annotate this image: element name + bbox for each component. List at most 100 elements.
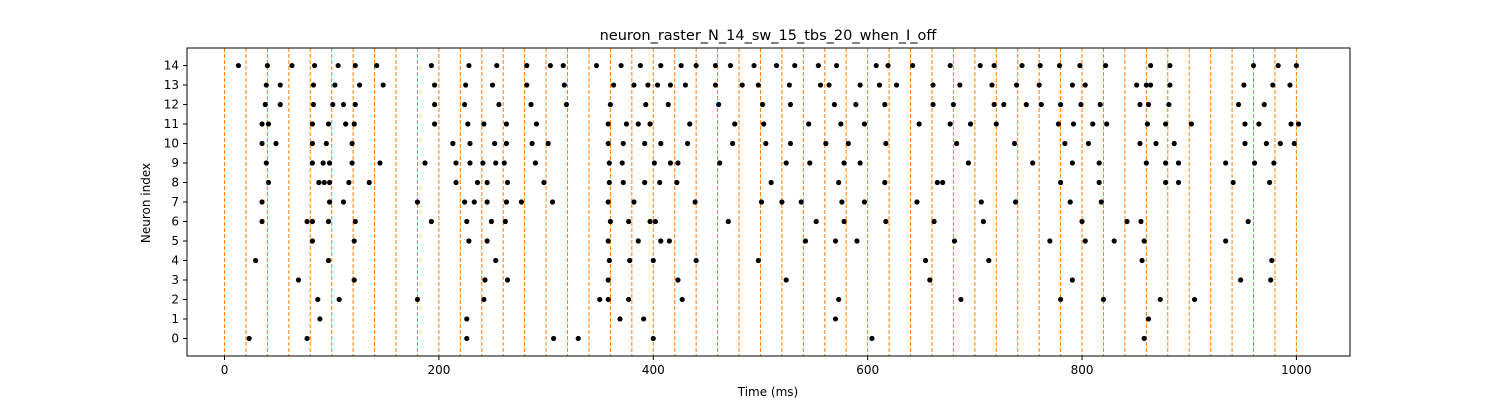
spike-point: [1242, 140, 1248, 147]
spike-point: [1291, 140, 1297, 147]
spike-point: [619, 160, 625, 166]
spike-point: [1175, 160, 1182, 166]
spike-point: [832, 238, 839, 244]
spike-point: [763, 140, 769, 147]
spike-point: [463, 82, 469, 88]
spike-point: [787, 140, 794, 147]
spike-point: [277, 82, 283, 88]
spike-point: [993, 121, 999, 127]
spike-point: [658, 62, 664, 69]
spike-point: [1245, 218, 1251, 225]
spike-point: [1057, 179, 1064, 186]
spike-point: [652, 218, 659, 225]
spike-point: [1242, 121, 1248, 127]
spike-point: [464, 218, 470, 225]
spike-point: [464, 335, 470, 342]
spike-point: [414, 296, 421, 303]
spike-point: [1275, 62, 1281, 69]
spike-point: [693, 62, 699, 69]
spike-point: [692, 199, 698, 205]
spike-point: [910, 62, 916, 69]
spike-point: [607, 218, 613, 225]
spike-point: [1098, 199, 1104, 205]
spike-point: [779, 199, 785, 205]
spike-point: [605, 140, 611, 147]
spike-point: [366, 179, 372, 186]
spike-point: [667, 160, 674, 166]
spike-point: [529, 140, 535, 147]
spike-point: [773, 62, 780, 69]
spike-point: [965, 160, 972, 166]
spike-point: [951, 238, 958, 244]
spike-point: [1096, 179, 1102, 186]
spike-point: [760, 101, 766, 108]
spike-point: [541, 179, 547, 186]
spike-point: [466, 238, 472, 244]
spike-point: [893, 82, 900, 88]
spike-point: [717, 160, 723, 166]
spike-point: [954, 140, 960, 147]
spike-point: [977, 62, 983, 69]
spike-point: [914, 199, 920, 205]
spike-point: [635, 238, 641, 244]
spike-point: [325, 218, 332, 225]
spike-point: [1171, 140, 1177, 147]
x-tick-label: 400: [642, 363, 665, 377]
spike-point: [831, 101, 838, 108]
spike-point: [480, 160, 486, 166]
y-tick-label: 11: [164, 117, 179, 131]
spike-point: [481, 296, 487, 303]
x-axis-title: Time (ms): [737, 385, 799, 399]
spike-point: [492, 140, 498, 147]
spike-point: [482, 277, 488, 283]
spike-point: [289, 62, 295, 69]
spike-point: [1223, 238, 1229, 244]
spike-point: [1288, 121, 1294, 127]
spike-point: [1153, 140, 1159, 147]
spike-point: [1145, 101, 1152, 108]
x-tick-label: 200: [427, 363, 450, 377]
spike-point: [712, 62, 719, 69]
spike-point: [839, 199, 845, 205]
spike-point: [716, 101, 722, 108]
spike-point: [356, 82, 363, 88]
spike-point: [1230, 179, 1236, 186]
spike-point: [786, 82, 793, 88]
spike-point: [978, 199, 984, 205]
spike-point: [309, 121, 316, 127]
spike-point: [684, 140, 691, 147]
spike-point: [503, 199, 510, 205]
spike-point: [654, 82, 661, 88]
spike-point: [494, 62, 500, 69]
spike-point: [1188, 121, 1194, 127]
spike-point: [259, 199, 265, 205]
spike-point: [883, 140, 889, 147]
spike-point: [611, 82, 617, 88]
spike-point: [496, 101, 502, 108]
x-tick-label: 1000: [1281, 363, 1312, 377]
spike-point: [627, 257, 633, 264]
spike-point: [1270, 82, 1276, 88]
spike-point: [1011, 140, 1018, 147]
spike-point: [1263, 140, 1269, 147]
spike-point: [1148, 82, 1154, 88]
spike-point: [1056, 62, 1063, 69]
spike-point: [1001, 101, 1007, 108]
spike-point: [336, 296, 342, 303]
y-tick-label: 5: [171, 234, 179, 248]
spike-point: [432, 82, 438, 88]
spike-point: [927, 277, 933, 283]
spike-point: [1069, 160, 1075, 166]
spike-point: [547, 62, 553, 69]
spike-point: [1057, 296, 1064, 303]
spike-point: [310, 101, 317, 108]
spike-point: [675, 160, 681, 166]
spike-point: [450, 140, 456, 147]
spike-point: [675, 277, 681, 283]
spike-point: [989, 82, 995, 88]
spike-point: [259, 121, 265, 127]
spike-point: [885, 62, 891, 69]
spike-point: [1277, 140, 1283, 147]
spike-point: [1141, 335, 1147, 342]
spike-point: [1223, 160, 1229, 166]
